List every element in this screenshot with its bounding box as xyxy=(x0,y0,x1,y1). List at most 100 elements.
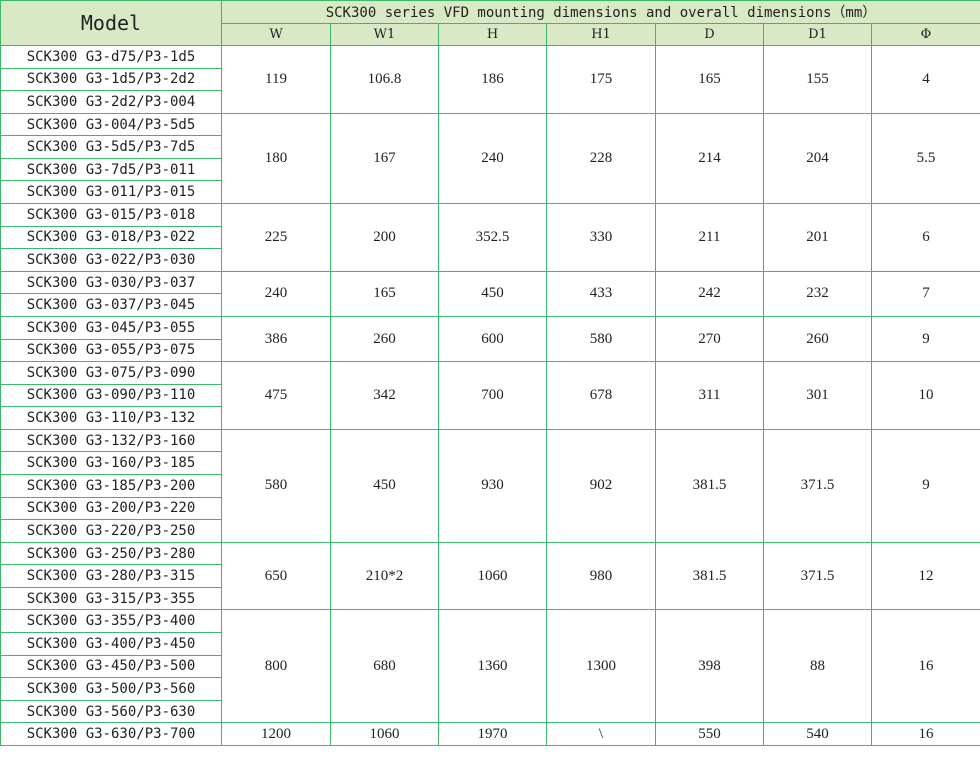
dimension-cell: 550 xyxy=(655,722,764,746)
dimension-cell: 371.5 xyxy=(763,541,872,611)
column-header: D1 xyxy=(763,23,872,46)
dimension-cell: 381.5 xyxy=(655,541,764,611)
table-row: SCK300 G3-011/P3-015 xyxy=(0,180,980,205)
dimension-cell: 6 xyxy=(870,203,980,272)
dimension-cell: 12 xyxy=(870,541,980,611)
dimension-cell: 1300 xyxy=(546,609,656,724)
table-row: SCK300 G3-055/P3-075 xyxy=(0,338,980,363)
dimension-cell: 381.5 xyxy=(655,428,764,543)
dimension-cell: 700 xyxy=(438,361,547,430)
column-header: Φ xyxy=(870,23,980,46)
dimension-cell: 242 xyxy=(655,270,764,317)
dimension-cell: 352.5 xyxy=(438,203,547,272)
table-row: SCK300 G3-1d5/P3-2d2 xyxy=(0,67,980,92)
dimension-cell: 7 xyxy=(870,270,980,317)
dimension-cell: 301 xyxy=(763,361,872,430)
table-row: SCK300 G3-450/P3-500 xyxy=(0,654,980,679)
dimensions-table: Model SCK300 series VFD mounting dimensi… xyxy=(0,0,980,746)
dimension-cell: 260 xyxy=(330,315,439,363)
dimension-cell: 200 xyxy=(330,203,439,272)
dimension-cell: 155 xyxy=(763,45,872,114)
table-row: SCK300 G3-200/P3-220 xyxy=(0,496,980,521)
model-cell: SCK300 G3-500/P3-560 xyxy=(0,677,222,701)
dimension-cell: 167 xyxy=(330,112,439,205)
model-cell: SCK300 G3-355/P3-400 xyxy=(0,609,222,634)
dimension-cell: 371.5 xyxy=(763,428,872,543)
model-cell: SCK300 G3-1d5/P3-2d2 xyxy=(0,67,222,92)
dimension-cell: 311 xyxy=(655,361,764,430)
table-row: SCK300 G3-400/P3-450 xyxy=(0,632,980,656)
dimension-cell: 119 xyxy=(221,45,331,114)
column-header: H1 xyxy=(546,23,656,46)
dimension-cell: 225 xyxy=(221,203,331,272)
table-row: SCK300 G3-185/P3-200 xyxy=(0,473,980,498)
dimension-cell: 398 xyxy=(655,609,764,724)
dimension-cell: 201 xyxy=(763,203,872,272)
table-row: SCK300 G3-500/P3-560 xyxy=(0,677,980,701)
model-cell: SCK300 G3-037/P3-045 xyxy=(0,293,222,317)
dimension-cell: 1060 xyxy=(330,722,439,746)
dimension-cell: 228 xyxy=(546,112,656,205)
model-cell: SCK300 G3-015/P3-018 xyxy=(0,203,222,227)
dimension-cell: 930 xyxy=(438,428,547,543)
dimension-cell: 1200 xyxy=(221,722,331,746)
dimension-cell: 980 xyxy=(546,541,656,611)
model-cell: SCK300 G3-110/P3-132 xyxy=(0,406,222,430)
model-cell: SCK300 G3-560/P3-630 xyxy=(0,699,222,724)
model-cell: SCK300 G3-018/P3-022 xyxy=(0,225,222,250)
model-cell: SCK300 G3-090/P3-110 xyxy=(0,383,222,408)
model-cell: SCK300 G3-045/P3-055 xyxy=(0,315,222,340)
table-row: SCK300 G3-220/P3-250 xyxy=(0,519,980,543)
model-cell: SCK300 G3-280/P3-315 xyxy=(0,564,222,588)
table-row: SCK300 G3-132/P3-160 580 450 930 902 381.5 371… xyxy=(0,428,980,543)
table-row: SCK300 G3-030/P3-037 240 165 450 433 242 232 7 xyxy=(0,270,980,317)
model-cell: SCK300 G3-2d2/P3-004 xyxy=(0,90,222,114)
model-cell: SCK300 G3-315/P3-355 xyxy=(0,586,222,611)
dimension-cell: 175 xyxy=(546,45,656,114)
dimension-cell: 106.8 xyxy=(330,45,439,114)
table-row: SCK300 G3-250/P3-280 650 210*2 1060 980 381.5… xyxy=(0,541,980,611)
model-cell: SCK300 G3-075/P3-090 xyxy=(0,361,222,385)
table-row: SCK300 G3-280/P3-315 xyxy=(0,564,980,588)
model-cell: SCK300 G3-055/P3-075 xyxy=(0,338,222,363)
model-header: Model xyxy=(0,0,222,46)
dimension-cell: 1060 xyxy=(438,541,547,611)
column-header: H xyxy=(438,23,547,46)
model-cell: SCK300 G3-630/P3-700 xyxy=(0,722,222,746)
model-cell: SCK300 G3-400/P3-450 xyxy=(0,632,222,656)
dimension-cell: 450 xyxy=(330,428,439,543)
dimension-cell: 450 xyxy=(438,270,547,317)
dimension-cell: 270 xyxy=(655,315,764,363)
table-row: SCK300 G3-075/P3-090 475 342 700 678 311 301 10 xyxy=(0,361,980,430)
dimension-cell: 650 xyxy=(221,541,331,611)
dimension-cell: 9 xyxy=(870,428,980,543)
dimension-cell: 580 xyxy=(546,315,656,363)
dimension-cell: 10 xyxy=(870,361,980,430)
model-cell: SCK300 G3-132/P3-160 xyxy=(0,428,222,453)
dimension-cell: 204 xyxy=(763,112,872,205)
dimension-cell: 678 xyxy=(546,361,656,430)
dimension-cell: 1970 xyxy=(438,722,547,746)
table-row: SCK300 G3-090/P3-110 xyxy=(0,383,980,408)
model-cell: SCK300 G3-160/P3-185 xyxy=(0,451,222,475)
model-cell: SCK300 G3-5d5/P3-7d5 xyxy=(0,135,222,159)
dimension-cell: 88 xyxy=(763,609,872,724)
model-cell: SCK300 G3-450/P3-500 xyxy=(0,654,222,679)
dimension-cell: 186 xyxy=(438,45,547,114)
dimension-cell: 580 xyxy=(221,428,331,543)
dimension-cell: 260 xyxy=(763,315,872,363)
model-cell: SCK300 G3-011/P3-015 xyxy=(0,180,222,205)
model-cell: SCK300 G3-004/P3-5d5 xyxy=(0,112,222,137)
dimension-cell: 16 xyxy=(870,609,980,724)
dimension-cell: 600 xyxy=(438,315,547,363)
model-cell: SCK300 G3-250/P3-280 xyxy=(0,541,222,566)
column-header: W1 xyxy=(330,23,439,46)
model-cell: SCK300 G3-030/P3-037 xyxy=(0,270,222,295)
model-cell: SCK300 G3-022/P3-030 xyxy=(0,248,222,272)
dimension-cell: 800 xyxy=(221,609,331,724)
dimension-cell: 386 xyxy=(221,315,331,363)
dimension-cell: 902 xyxy=(546,428,656,543)
dimension-cell: 240 xyxy=(438,112,547,205)
model-cell: SCK300 G3-7d5/P3-011 xyxy=(0,157,222,182)
table-row: SCK300 G3-630/P3-700 1200 1060 1970 \ 550 540 1… xyxy=(0,722,980,746)
